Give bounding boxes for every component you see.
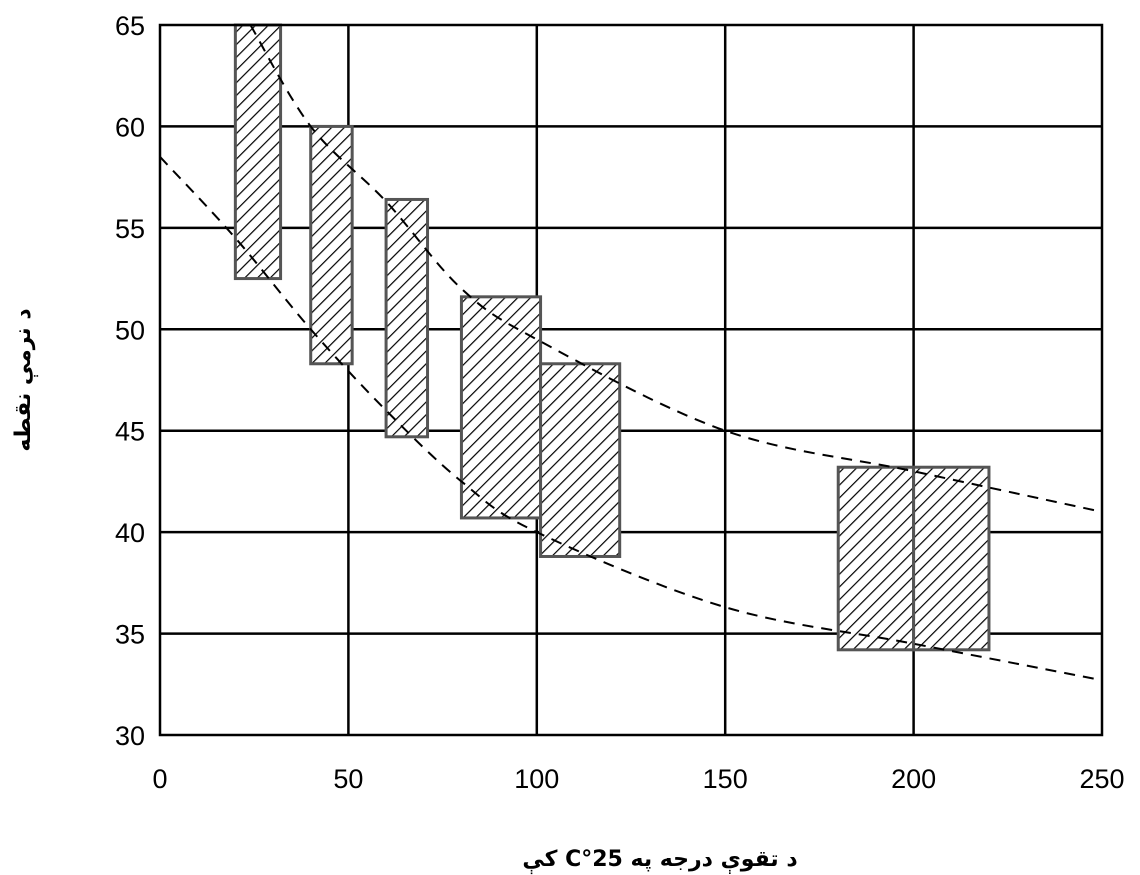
range-box-7 (912, 465, 991, 652)
y-tick-label-60: 60 (115, 112, 145, 142)
y-tick-label-35: 35 (115, 620, 145, 650)
x-tick-label-150: 150 (703, 764, 748, 794)
range-box-4 (459, 295, 543, 520)
grid (160, 25, 1102, 735)
range-box-5 (539, 362, 622, 558)
range-box-1 (233, 23, 283, 281)
y-axis-title: د نرمې نقطه (11, 308, 38, 451)
y-tick-label-45: 45 (115, 417, 145, 447)
y-tick-label-55: 55 (115, 214, 145, 244)
x-tick-label-250: 250 (1079, 764, 1124, 794)
range-box-3 (384, 197, 430, 439)
range-box-2 (309, 124, 354, 366)
y-tick-label-40: 40 (115, 518, 145, 548)
lower-trend-line (159, 156, 1103, 682)
upper-trend-line (249, 24, 1103, 513)
x-tick-label-100: 100 (514, 764, 559, 794)
y-tick-label-65: 65 (115, 11, 145, 41)
trend-lines (159, 24, 1103, 682)
range-box-6 (836, 465, 916, 652)
x-tick-label-50: 50 (333, 764, 363, 794)
y-axis-ticks: 30 35 40 45 50 55 60 65 (115, 11, 145, 751)
x-axis-title: د تقوې درجه په 25°C کې (522, 847, 797, 875)
x-tick-label-0: 0 (152, 764, 167, 794)
y-tick-label-50: 50 (115, 315, 145, 345)
range-boxes (233, 23, 991, 652)
y-tick-label-30: 30 (115, 721, 145, 751)
plot-frame (158, 23, 1104, 737)
x-axis-ticks: 0 50 100 150 200 250 (152, 764, 1124, 794)
x-tick-label-200: 200 (891, 764, 936, 794)
